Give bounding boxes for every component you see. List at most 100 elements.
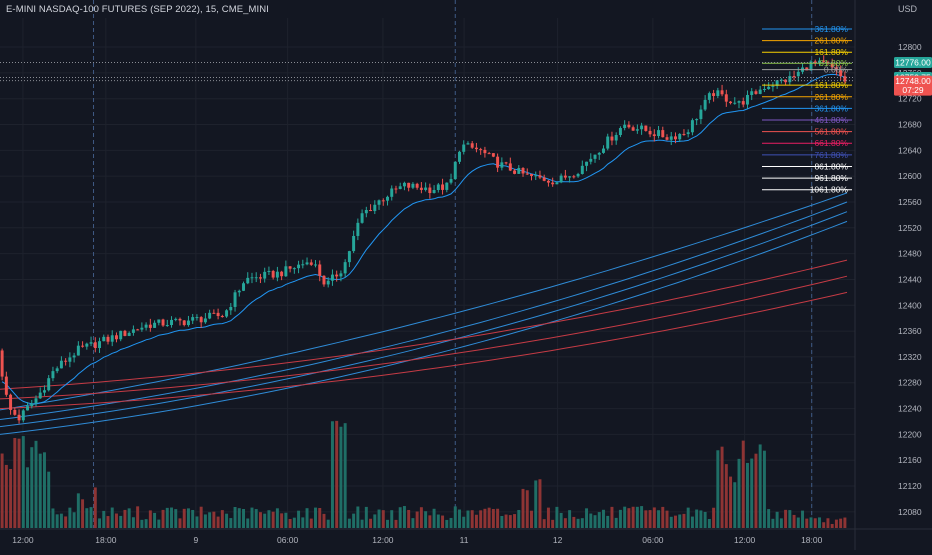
candle-body	[76, 345, 80, 356]
candle-body	[30, 403, 34, 407]
volume-bar	[0, 453, 4, 528]
volume-bar	[449, 517, 453, 528]
volume-bar	[225, 513, 229, 528]
candle-body	[178, 318, 182, 321]
candle-body	[491, 153, 495, 157]
moving-average-line	[0, 211, 848, 428]
volume-bar	[119, 515, 123, 528]
candle-body	[496, 156, 500, 168]
candle-body	[263, 271, 267, 279]
candle-body	[762, 89, 766, 91]
volume-bar	[394, 519, 398, 528]
candle-body	[530, 174, 533, 176]
moving-average-line	[0, 220, 848, 435]
volume-bar	[801, 510, 805, 528]
volume-bar	[445, 519, 449, 528]
candle-body	[292, 268, 296, 270]
volume-bar	[208, 512, 212, 528]
price-tick-label: 12680	[898, 120, 922, 130]
volume-bar	[288, 519, 292, 528]
volume-bar	[136, 506, 140, 528]
candles	[0, 55, 847, 424]
volume-bar	[623, 506, 627, 528]
candle-body	[834, 67, 838, 71]
volume-bars	[0, 420, 847, 528]
volume-bar	[220, 510, 224, 528]
volume-bar	[212, 511, 216, 528]
candle-body	[64, 360, 68, 362]
candle-body	[436, 184, 440, 190]
fib-level-label: 961.80%	[814, 173, 848, 183]
volume-bar	[750, 458, 754, 528]
candle-body	[102, 336, 106, 342]
candle-body	[280, 271, 284, 277]
candle-body	[411, 183, 415, 188]
volume-bar	[669, 516, 673, 528]
volume-bar	[26, 467, 30, 528]
candle-body	[394, 188, 398, 190]
time-tick-label: 12:00	[734, 535, 756, 545]
candle-body	[360, 213, 364, 223]
candle-body	[796, 71, 800, 77]
volume-bar	[610, 506, 614, 528]
candle-body	[415, 183, 419, 188]
volume-bar	[292, 517, 296, 528]
volume-bar	[661, 506, 665, 528]
candle-body	[373, 204, 377, 212]
volume-bar	[758, 444, 762, 528]
price-tick-label: 12280	[898, 378, 922, 388]
volume-bar	[335, 420, 339, 528]
volume-bar	[182, 508, 186, 528]
candle-body	[830, 63, 834, 68]
candle-body	[614, 135, 618, 141]
candle-body	[208, 312, 212, 319]
candle-body	[284, 266, 288, 277]
candle-body	[775, 80, 779, 86]
volume-bar	[199, 506, 203, 528]
moving-average-line	[0, 192, 848, 411]
candle-body	[356, 222, 360, 236]
candle-body	[559, 175, 563, 183]
candle-body	[182, 320, 186, 326]
volume-bar	[792, 514, 796, 528]
candle-body	[572, 176, 576, 178]
candle-body	[0, 350, 4, 377]
candle-body	[381, 200, 385, 202]
volume-bar	[712, 507, 716, 528]
volume-bar	[644, 510, 648, 528]
volume-bar	[191, 509, 195, 528]
volume-bar	[441, 515, 445, 528]
candle-body	[297, 264, 301, 269]
candle-body	[661, 130, 665, 138]
volume-bar	[716, 450, 720, 528]
candle-body	[419, 187, 423, 190]
volume-bar	[390, 510, 394, 528]
candle-body	[758, 89, 762, 94]
volume-bar	[17, 438, 21, 528]
time-tick-label: 18:00	[95, 535, 117, 545]
candle-body	[195, 317, 199, 319]
price-tick-label: 12400	[898, 300, 922, 310]
candle-body	[314, 264, 317, 266]
candle-body	[225, 310, 229, 317]
fib-level-label: 61.80%	[819, 58, 848, 68]
volume-bar	[703, 511, 707, 528]
volume-bar	[89, 507, 93, 528]
price-tag	[894, 75, 932, 96]
volume-bar	[297, 510, 301, 528]
price-tag-label: 12748.00	[895, 76, 931, 86]
volume-bar	[4, 464, 8, 528]
volume-bar	[674, 515, 677, 528]
candle-body	[610, 136, 614, 141]
candle-body	[119, 330, 123, 340]
price-tag-countdown: 07:29	[902, 85, 924, 95]
candle-body	[212, 312, 216, 314]
time-tick-label: 9	[194, 535, 199, 545]
volume-bar	[695, 509, 699, 528]
price-tick-label: 12600	[898, 171, 922, 181]
candle-body	[123, 330, 127, 336]
grid	[0, 18, 855, 528]
